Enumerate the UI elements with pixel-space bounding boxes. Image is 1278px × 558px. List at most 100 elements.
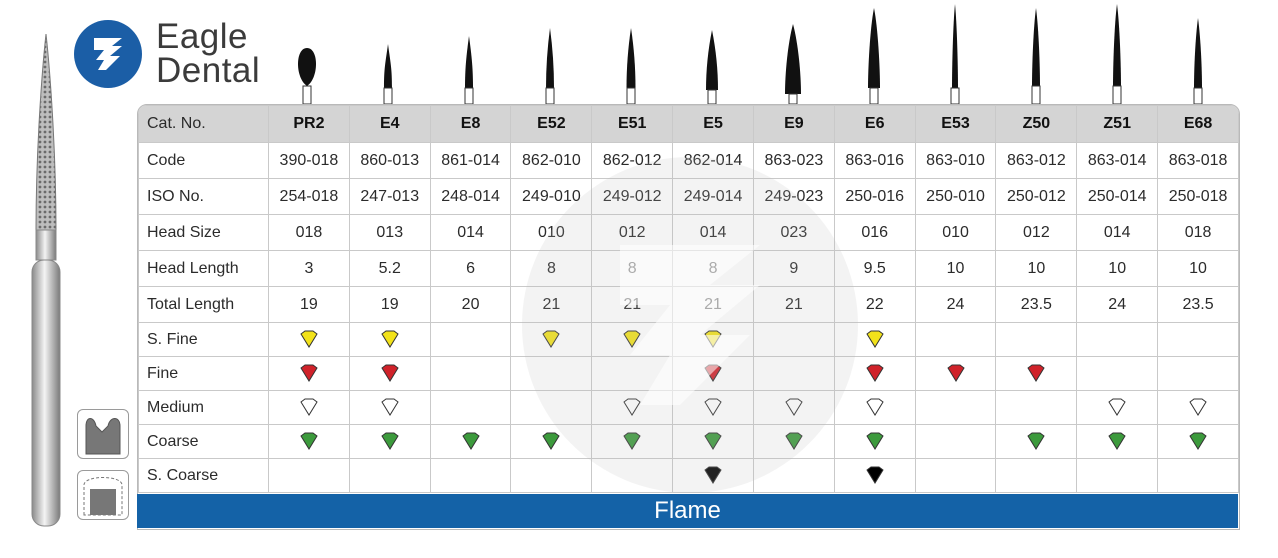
grit-diamond-icon [541, 432, 561, 451]
table-cell: 8 [510, 250, 593, 287]
grit-diamond-icon [865, 330, 885, 349]
table-cell: 250-014 [1076, 178, 1159, 215]
bur-silhouette-icon [996, 0, 1076, 105]
table-cell: 018 [268, 214, 350, 251]
row-label: Head Size [138, 214, 269, 251]
table-cell: 013 [348, 214, 431, 251]
grit-cell [833, 322, 916, 357]
table-cell: 863-012 [995, 142, 1078, 179]
table-cell: 014 [429, 214, 512, 251]
grit-cell [591, 424, 674, 459]
row-label: Medium [138, 390, 269, 425]
table-cell: 248-014 [429, 178, 512, 215]
grit-cell [348, 458, 431, 493]
grit-cell [752, 424, 835, 459]
row-label: ISO No. [138, 178, 269, 215]
bur-silhouette-icon [348, 0, 428, 105]
table-cell: 23.5 [1157, 286, 1239, 323]
grit-cell [995, 390, 1078, 425]
grit-cell [995, 458, 1078, 493]
eagle-logo-icon [74, 20, 142, 88]
grit-diamond-icon [380, 432, 400, 451]
table-cell: 22 [833, 286, 916, 323]
row-label: Fine [138, 356, 269, 391]
grit-cell [268, 424, 350, 459]
grit-cell [591, 356, 674, 391]
table-cell: 10 [1157, 250, 1239, 287]
grit-cell [1157, 322, 1239, 357]
grit-cell [268, 458, 350, 493]
grit-cell [1076, 322, 1159, 357]
cat-no-cell: E8 [429, 105, 512, 143]
table-cell: 016 [833, 214, 916, 251]
grit-cell [995, 322, 1078, 357]
table-cell: 24 [1076, 286, 1159, 323]
cat-no-cell: E53 [914, 105, 997, 143]
grit-cell [591, 322, 674, 357]
grit-diamond-icon [299, 330, 319, 349]
grit-diamond-icon [1107, 432, 1127, 451]
grit-cell [1157, 356, 1239, 391]
grit-diamond-icon [380, 330, 400, 349]
table-cell: 249-012 [591, 178, 674, 215]
grit-diamond-icon [865, 398, 885, 417]
table-cell: 863-010 [914, 142, 997, 179]
bur-silhouette-icon [1077, 0, 1157, 105]
table-cell: 19 [268, 286, 350, 323]
grit-cell [752, 356, 835, 391]
grit-cell [672, 356, 754, 391]
table-cell: 012 [995, 214, 1078, 251]
table-cell: 21 [752, 286, 835, 323]
grit-cell [510, 424, 593, 459]
grit-diamond-icon [703, 364, 723, 383]
tooth-prep-icon [77, 470, 129, 520]
row-code: Code 390-018 860-013 861-014 862-010 862-012 8… [138, 142, 1239, 179]
grit-cell [348, 322, 431, 357]
grit-cell [833, 458, 916, 493]
table-cell: 250-012 [995, 178, 1078, 215]
grit-cell [752, 390, 835, 425]
cat-no-cell: E4 [348, 105, 431, 143]
brand-logo: Eagle Dental [74, 18, 274, 90]
bur-silhouette-icon [591, 0, 671, 105]
grit-cell [268, 322, 350, 357]
grit-diamond-icon [784, 432, 804, 451]
grit-diamond-icon [1026, 364, 1046, 383]
bur-silhouette-icon [429, 0, 509, 105]
grit-cell [1157, 390, 1239, 425]
row-total-length: Total Length 19 19 20 21 21 21 21 22 24 23.5 24 23.5 [138, 286, 1239, 323]
grit-cell [1076, 424, 1159, 459]
row-head-size: Head Size 018 013 014 010 012 014 023 016 010 012 0… [138, 214, 1239, 251]
grit-diamond-icon [461, 432, 481, 451]
bur-silhouette-icon [510, 0, 590, 105]
table-cell: 5.2 [348, 250, 431, 287]
grit-diamond-icon [380, 364, 400, 383]
table-cell: 250-010 [914, 178, 997, 215]
table-cell: 21 [672, 286, 754, 323]
grit-cell [591, 458, 674, 493]
brand-line1: Eagle [156, 17, 249, 56]
grit-cell [1076, 390, 1159, 425]
table-cell: 863-023 [752, 142, 835, 179]
row-label: Coarse [138, 424, 269, 459]
table-cell: 863-014 [1076, 142, 1159, 179]
table-cell: 012 [591, 214, 674, 251]
grit-cell [1076, 356, 1159, 391]
grit-cell [672, 458, 754, 493]
table-cell: 3 [268, 250, 350, 287]
cat-no-cell: E52 [510, 105, 593, 143]
grit-cell [914, 322, 997, 357]
bur-silhouette-icon [753, 0, 833, 105]
grit-cell [1157, 424, 1239, 459]
grit-diamond-icon [946, 364, 966, 383]
grit-diamond-icon [622, 398, 642, 417]
cat-no-cell: Z50 [995, 105, 1078, 143]
row-iso: ISO No. 254-018 247-013 248-014 249-010 249-0… [138, 178, 1239, 215]
grit-diamond-icon [622, 330, 642, 349]
table-cell: 9 [752, 250, 835, 287]
table-cell: 10 [995, 250, 1078, 287]
table-cell: 249-014 [672, 178, 754, 215]
grit-cell [995, 424, 1078, 459]
table-cell: 023 [752, 214, 835, 251]
product-table: Cat. No. PR2 E4 E8 E52 E51 E5 E9 E6 E53 Z50 Z51 E68 C… [137, 104, 1240, 530]
